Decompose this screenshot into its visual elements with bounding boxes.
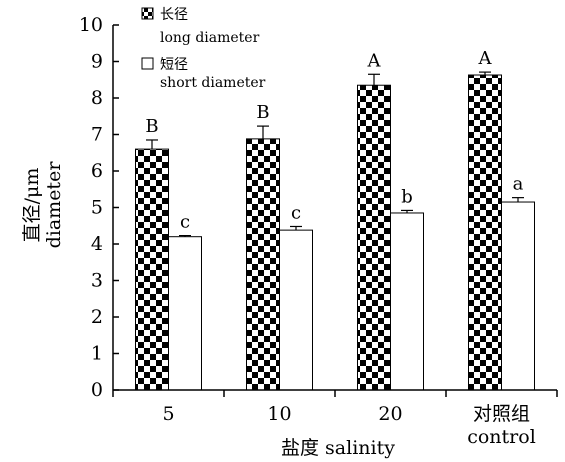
significance-label: b — [401, 186, 413, 207]
y-tick-label: 10 — [79, 14, 103, 36]
significance-label: A — [478, 48, 493, 69]
x-tick-label: 20 — [378, 403, 402, 425]
bar-short-diameter — [501, 201, 535, 391]
significance-label: A — [367, 50, 382, 71]
y-axis-label: 直径/μm — [21, 168, 43, 243]
significance-labels-layer: B B A Ac c b a — [145, 48, 523, 233]
legend-swatch-short-diameter — [141, 57, 154, 70]
x-axis-label: 盐度 salinity — [281, 437, 395, 459]
y-axis-label-en: diameter — [43, 161, 65, 249]
significance-label: c — [180, 212, 190, 233]
error-bars-layer — [146, 71, 524, 237]
significance-label: B — [145, 116, 158, 137]
x-tick-label-line2: control — [467, 426, 536, 448]
bar-long-diameter — [135, 148, 169, 391]
bars-layer — [135, 74, 535, 391]
legend-label-long-diameter: 长径 — [160, 7, 188, 23]
y-tick-label: 8 — [91, 87, 103, 109]
significance-label: B — [256, 102, 269, 123]
y-tick-label: 4 — [91, 233, 103, 255]
legend-swatch-long-diameter — [141, 7, 154, 20]
legend-label-long-diameter-en: long diameter — [160, 30, 260, 46]
y-tick-label: 6 — [91, 160, 103, 182]
legend-label-short-diameter: 短径 — [160, 57, 188, 73]
legend: 长径 long diameter 短径 short diameter — [141, 7, 266, 91]
x-tick-label: 10 — [267, 403, 291, 425]
bar-short-diameter — [390, 212, 424, 391]
bar-short-diameter — [168, 236, 202, 391]
y-tick-label: 5 — [91, 197, 103, 219]
bar-short-diameter — [279, 229, 313, 391]
bar-long-diameter — [468, 74, 502, 391]
x-tick-label: 对照组 — [473, 403, 530, 425]
legend-label-short-diameter-en: short diameter — [160, 75, 266, 91]
significance-label: a — [513, 174, 524, 195]
y-tick-label: 9 — [91, 51, 103, 73]
y-tick-label: 3 — [91, 270, 103, 292]
y-tick-label: 7 — [91, 124, 103, 146]
x-tick-label: 5 — [162, 403, 174, 425]
y-tick-label: 2 — [91, 306, 103, 328]
y-ticks-layer: 0 1 2 3 4 5 6 7 8 9 10 — [79, 14, 119, 401]
significance-label: c — [291, 202, 301, 223]
bar-long-diameter — [246, 138, 280, 391]
y-tick-label: 0 — [91, 379, 103, 401]
y-tick-label: 1 — [91, 343, 103, 365]
bar-long-diameter — [357, 84, 391, 391]
